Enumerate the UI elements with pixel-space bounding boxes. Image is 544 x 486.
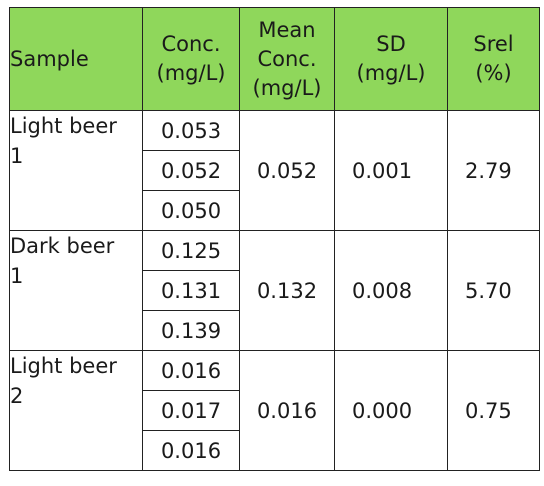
header-sd: SD (mg/L): [334, 7, 448, 111]
header-mean-conc: Mean Conc. (mg/L): [239, 7, 335, 111]
mean-conc-value: 0.132: [239, 230, 335, 351]
mean-conc-value: 0.016: [239, 350, 335, 471]
sample-name: Light beer 1: [9, 110, 143, 231]
table-row: Light beer 1 0.053 0.052 0.001 2.79: [9, 110, 540, 231]
conc-value: 0.016: [142, 350, 240, 391]
table-row: 0.016: [10, 430, 540, 471]
table-row: 0.052: [10, 150, 540, 191]
conc-value: 0.017: [142, 390, 240, 431]
conc-value: 0.052: [142, 150, 240, 191]
header-srel: Srel (%): [447, 7, 540, 111]
sample-name: Dark beer 1: [9, 230, 143, 351]
conc-value: 0.131: [142, 270, 240, 311]
conc-value: 0.053: [142, 110, 240, 151]
sd-value: 0.008: [334, 230, 448, 351]
sd-value: 0.000: [334, 350, 448, 471]
table-row: Dark beer 1 0.125 0.132 0.008 5.70: [9, 230, 540, 351]
results-table: Sample Conc. (mg/L) Mean Conc. (mg/L) SD…: [9, 7, 540, 471]
conc-value: 0.125: [142, 230, 240, 271]
header-sample: Sample: [9, 7, 143, 111]
header-row: Sample Conc. (mg/L) Mean Conc. (mg/L) SD…: [9, 7, 540, 111]
conc-value: 0.050: [142, 190, 240, 231]
srel-value: 5.70: [447, 230, 540, 351]
table-row: 0.050: [10, 190, 540, 231]
header-conc: Conc. (mg/L): [142, 7, 240, 111]
srel-value: 0.75: [447, 350, 540, 471]
mean-conc-value: 0.052: [239, 110, 335, 231]
srel-value: 2.79: [447, 110, 540, 231]
sample-name: Light beer 2: [9, 350, 143, 471]
conc-value: 0.016: [142, 430, 240, 471]
sd-value: 0.001: [334, 110, 448, 231]
conc-value: 0.139: [142, 310, 240, 351]
table-row: 0.131: [10, 270, 540, 311]
table-row: Light beer 2 0.016 0.016 0.000 0.75: [9, 350, 540, 471]
